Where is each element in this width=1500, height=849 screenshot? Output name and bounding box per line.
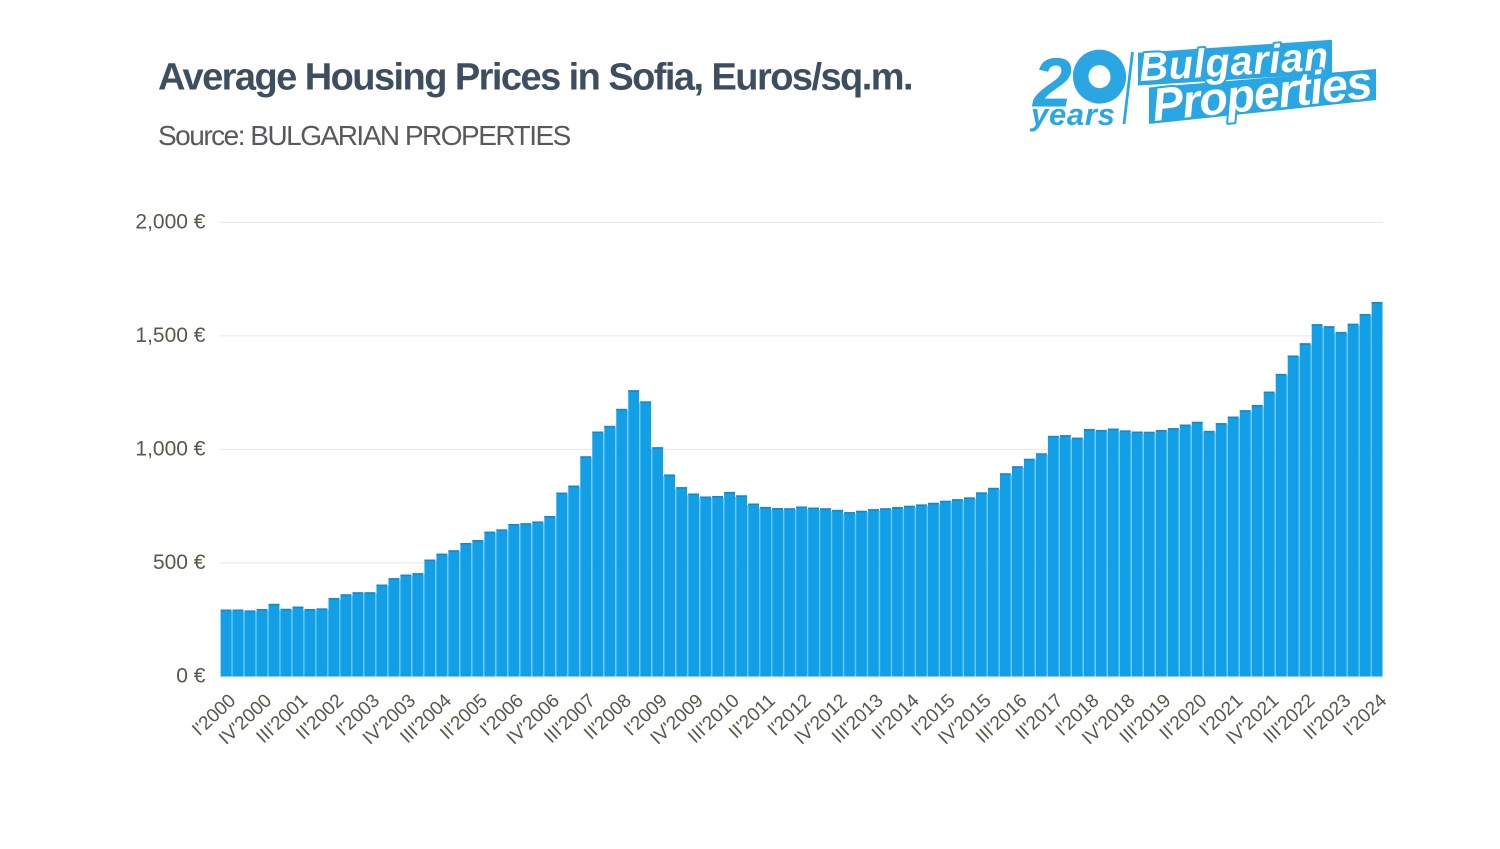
svg-text:Average Housing Prices in Sofi: Average Housing Prices in Sofia, Euros/s…	[158, 57, 912, 99]
svg-text:1,000 €: 1,000 €	[135, 438, 205, 461]
svg-text:Bulgarian: Bulgarian	[1138, 34, 1330, 90]
svg-text:Source: BULGARIAN PROPERTIES: Source: BULGARIAN PROPERTIES	[158, 120, 571, 151]
svg-text:years: years	[1029, 97, 1116, 132]
svg-text:2: 2	[1031, 44, 1072, 122]
svg-text:2,000 €: 2,000 €	[135, 211, 205, 234]
svg-text:1,500 €: 1,500 €	[135, 324, 205, 347]
svg-text:500 €: 500 €	[153, 551, 206, 574]
svg-text:0 €: 0 €	[176, 665, 206, 688]
